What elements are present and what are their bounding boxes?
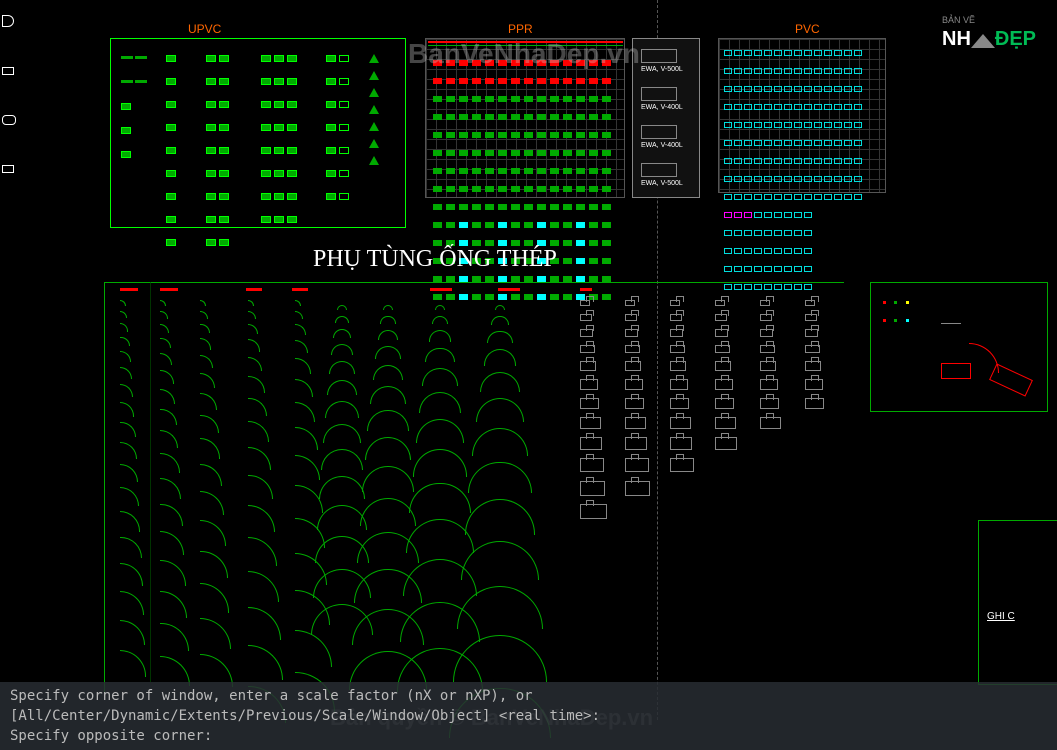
tee-fitting (625, 379, 643, 390)
arc-fitting (435, 305, 445, 310)
tee-fitting (625, 314, 637, 321)
tee-fitting (715, 437, 737, 450)
header-bar (246, 288, 262, 291)
header-bar (120, 288, 138, 291)
tee-fitting (760, 300, 770, 306)
tee-fitting (805, 379, 823, 390)
header-bar (498, 288, 520, 291)
tee-fitting (805, 398, 824, 409)
header-bar (160, 288, 178, 291)
tee-fitting (715, 379, 733, 390)
header-bar (430, 288, 452, 291)
cad-canvas[interactable]: UPVC PPR PVC (0, 0, 1057, 750)
tee-fitting (715, 300, 725, 306)
arc-fitting (380, 316, 395, 324)
header-bar (580, 288, 592, 291)
cmd-line-3: Specify opposite corner: (10, 726, 1047, 746)
left-symbols (2, 15, 16, 173)
label-upvc: UPVC (188, 22, 221, 36)
tee-fitting (760, 379, 778, 390)
tee-fitting (580, 361, 596, 371)
arc-fitting (335, 316, 349, 323)
tee-fitting (715, 329, 728, 337)
col-sep (150, 282, 151, 682)
panel-upvc (110, 38, 406, 228)
tee-fitting (715, 398, 734, 409)
ppr-legend: EWA, V-500L EWA, V-400L EWA, V-400L EWA,… (632, 38, 700, 198)
tee-fitting (670, 398, 689, 409)
label-ppr: PPR (508, 22, 533, 36)
tee-fitting (805, 329, 818, 337)
watermark-top: BanVeNhaDep.vn (408, 38, 640, 70)
cmd-line-1: Specify corner of window, enter a scale … (10, 686, 1047, 706)
tee-fitting (580, 437, 602, 450)
tee-fitting (760, 314, 772, 321)
tee-fitting (625, 329, 638, 337)
tee-fitting (580, 504, 607, 520)
panel-notes: GHI C (978, 520, 1057, 685)
arc-fitting (491, 316, 509, 325)
tee-fitting (580, 300, 590, 306)
tee-fitting (760, 345, 775, 354)
tee-fitting (670, 379, 688, 390)
tee-fitting (670, 437, 692, 450)
tee-fitting (625, 361, 641, 371)
tee-fitting (625, 481, 650, 496)
tee-fitting (670, 314, 682, 321)
tee-fitting (715, 345, 730, 354)
arc-fitting (495, 305, 505, 310)
tee-fitting (805, 361, 821, 371)
tee-fitting (805, 314, 817, 321)
arc-fitting (337, 305, 347, 310)
tee-fitting (805, 300, 815, 306)
tee-fitting (580, 345, 595, 354)
arc-fitting (383, 305, 393, 310)
tee-fitting (625, 417, 646, 429)
tee-fitting (715, 417, 736, 429)
tee-fitting (760, 417, 781, 429)
tee-fitting (580, 458, 604, 472)
logo: BẢN VẼ NHĐẸP (942, 10, 1042, 60)
panel-pvc (718, 38, 886, 193)
tee-fitting (625, 398, 644, 409)
tee-fitting (760, 329, 773, 337)
header-bar (292, 288, 308, 291)
label-ghi: GHI C (987, 611, 1015, 622)
tee-fitting (670, 361, 686, 371)
tee-fitting (580, 417, 601, 429)
tee-fitting (625, 437, 647, 450)
tee-fitting (670, 417, 691, 429)
tee-fitting (760, 361, 776, 371)
tee-fitting (580, 329, 593, 337)
tee-fitting (670, 458, 694, 472)
tee-fitting (805, 345, 820, 354)
tee-fitting (715, 361, 731, 371)
command-line[interactable]: Specify corner of window, enter a scale … (0, 682, 1057, 750)
tee-fitting (625, 300, 635, 306)
tee-fitting (670, 329, 683, 337)
tee-fitting (580, 481, 605, 496)
tee-fitting (580, 314, 592, 321)
tee-fitting (580, 379, 598, 390)
cmd-line-2: [All/Center/Dynamic/Extents/Previous/Sca… (10, 706, 1047, 726)
title-steel-fittings: PHỤ TÙNG ỐNG THÉP (313, 246, 557, 273)
tee-fitting (625, 345, 640, 354)
panel-detail (870, 282, 1048, 412)
tee-fitting (670, 345, 685, 354)
tee-fitting (670, 300, 680, 306)
label-pvc: PVC (795, 22, 820, 36)
tee-fitting (580, 398, 599, 409)
tee-fitting (760, 398, 779, 409)
tee-fitting (625, 458, 649, 472)
tee-fitting (715, 314, 727, 321)
